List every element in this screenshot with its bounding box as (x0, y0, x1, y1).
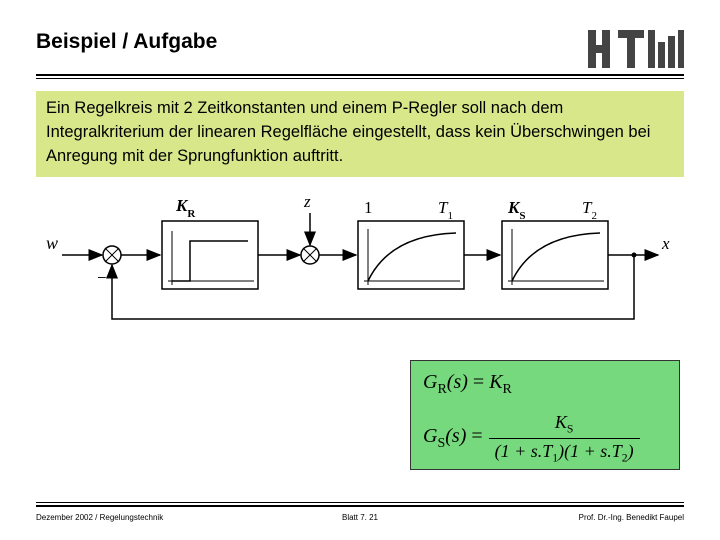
signal-z: z (303, 192, 311, 211)
minus-sign: – (98, 268, 106, 284)
footer: Dezember 2002 / Regelungstechnik Blatt 7… (36, 502, 684, 522)
footer-right: Prof. Dr.-Ing. Benedikt Faupel (579, 513, 684, 522)
slide: Beispiel / Aufgabe Ein Regelkreis mit 2 … (0, 0, 720, 540)
footer-center: Blatt 7. 21 (342, 513, 378, 522)
svg-text:KS: KS (507, 198, 525, 222)
svg-text:KR: KR (175, 196, 196, 220)
svg-text:T2: T2 (582, 198, 597, 222)
equation-gr: GR(s) = KR (423, 371, 667, 398)
footer-left: Dezember 2002 / Regelungstechnik (36, 513, 163, 522)
signal-w: w (46, 233, 58, 253)
svg-text:1: 1 (364, 198, 373, 217)
block-pt1-b (502, 221, 608, 289)
divider-thin (36, 78, 684, 79)
footer-divider-thick (36, 505, 684, 507)
svg-text:T1: T1 (438, 198, 453, 222)
signal-x: x (661, 234, 670, 253)
description-box: Ein Regelkreis mit 2 Zeitkonstanten und … (36, 91, 684, 177)
htw-logo (588, 30, 684, 68)
footer-divider-thin (36, 502, 684, 503)
block-pt1-a (358, 221, 464, 289)
description-text: Ein Regelkreis mit 2 Zeitkonstanten und … (46, 99, 650, 165)
equation-panel: GR(s) = KR GS(s) = KS (1 + s.T1)(1 + s.T… (410, 360, 680, 470)
block-diagram: w – KR z (40, 191, 680, 331)
header: Beispiel / Aufgabe (36, 30, 684, 68)
block-kr (162, 221, 258, 289)
page-title: Beispiel / Aufgabe (36, 30, 217, 54)
equation-gs: GS(s) = KS (1 + s.T1)(1 + s.T2) (423, 412, 667, 464)
divider-thick (36, 74, 684, 76)
